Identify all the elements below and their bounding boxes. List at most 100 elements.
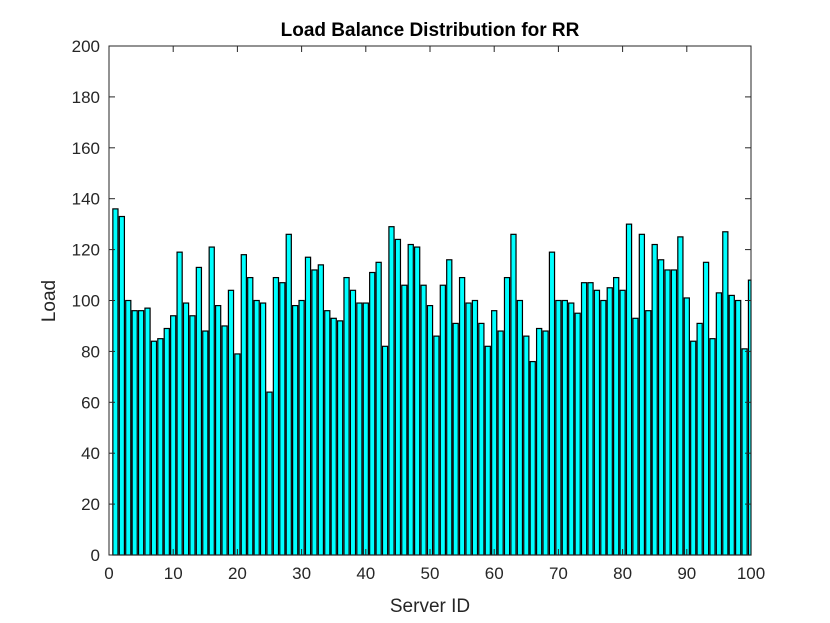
bar-server-95	[715, 292, 723, 556]
bar-server-78	[606, 287, 613, 556]
bar-server-11	[176, 251, 183, 556]
bar-server-16	[208, 246, 215, 556]
bar-server-87	[664, 269, 671, 556]
bar-server-67	[535, 327, 543, 556]
bar-server-84	[645, 310, 652, 556]
bar-server-77	[600, 299, 607, 556]
x-tick-label: 40	[356, 564, 375, 583]
bar-server-24	[259, 302, 267, 556]
bar-server-65	[523, 335, 530, 556]
bar-server-47	[407, 243, 414, 556]
bar-server-79	[613, 276, 620, 556]
bar-server-92	[696, 322, 703, 556]
bar-server-26	[272, 276, 280, 556]
y-tick-label: 40	[81, 444, 100, 463]
bar-server-30	[298, 299, 305, 556]
bar-server-56	[465, 302, 472, 556]
bar-server-1	[112, 208, 119, 556]
bar-server-22	[247, 276, 254, 556]
bar-server-80	[619, 289, 626, 556]
bar-server-91	[690, 340, 697, 556]
bar-server-86	[657, 259, 665, 556]
y-tick-label: 60	[81, 393, 100, 412]
bar-server-46	[401, 284, 408, 556]
bar-server-3	[125, 299, 132, 556]
bar-server-38	[349, 289, 357, 556]
bar-server-48	[413, 246, 421, 556]
bar-server-74	[580, 282, 588, 556]
bar-server-27	[279, 282, 286, 556]
bar-server-36	[336, 320, 344, 556]
bar-server-14	[195, 266, 203, 556]
bar-server-72	[568, 302, 575, 556]
x-tick-label: 30	[292, 564, 311, 583]
y-axis-title: Load	[39, 280, 60, 322]
bar-server-10	[170, 315, 177, 556]
x-tick-label: 10	[164, 564, 183, 583]
bar-server-64	[516, 299, 524, 556]
bar-server-63	[510, 233, 517, 556]
bar-server-71	[561, 299, 568, 556]
bar-server-42	[375, 261, 382, 556]
bar-server-4	[131, 310, 138, 556]
bar-server-88	[670, 269, 678, 556]
bar-server-12	[182, 302, 190, 556]
y-tick-label: 80	[81, 342, 100, 361]
bar-server-5	[137, 310, 145, 556]
bar-server-15	[202, 330, 209, 556]
bar-server-45	[394, 238, 402, 556]
bar-server-75	[587, 282, 594, 556]
bar-server-19	[227, 289, 235, 556]
bar-server-40	[362, 302, 369, 556]
bar-server-98	[734, 299, 742, 556]
bar-server-7	[150, 340, 158, 556]
bar-server-96	[722, 231, 729, 556]
bar-server-53	[446, 259, 453, 556]
bar-server-39	[356, 302, 363, 556]
x-tick-label: 0	[104, 564, 113, 583]
bar-server-60	[491, 310, 498, 556]
y-tick-label: 140	[72, 190, 100, 209]
bar-server-70	[555, 299, 562, 556]
y-tick-label: 200	[72, 37, 100, 56]
y-tick-label: 160	[72, 139, 100, 158]
bar-server-17	[214, 304, 222, 556]
y-tick-label: 100	[72, 292, 100, 311]
y-tick-label: 20	[81, 495, 100, 514]
bar-server-31	[304, 256, 312, 556]
bar-server-18	[221, 325, 228, 556]
bar-server-23	[253, 299, 260, 556]
bar-server-54	[452, 322, 459, 556]
bar-server-57	[471, 299, 479, 556]
bar-server-68	[542, 330, 549, 556]
bar-server-66	[529, 360, 536, 556]
bar-server-58	[478, 322, 485, 556]
bar-server-25	[266, 391, 273, 556]
x-axis-title: Server ID	[390, 596, 470, 617]
axis-ticks: 0 10 20 30 40 50 60 70 80 90 100 0 20 40 60 80 100 120 140…	[72, 37, 766, 583]
x-tick-label: 80	[613, 564, 632, 583]
bar-server-33	[317, 264, 325, 556]
bar-server-69	[548, 251, 556, 556]
bar-server-8	[157, 338, 164, 556]
bar-server-29	[292, 304, 299, 556]
bar-server-34	[324, 310, 331, 556]
x-tick-label: 70	[549, 564, 568, 583]
bar-server-44	[388, 226, 395, 556]
chart-title: Load Balance Distribution for RR	[281, 20, 580, 41]
bar-server-41	[369, 271, 376, 556]
x-tick-label: 90	[677, 564, 696, 583]
y-tick-label: 180	[72, 88, 100, 107]
bar-server-83	[638, 233, 646, 556]
bar-server-35	[330, 317, 337, 556]
bar-server-50	[426, 304, 434, 556]
bar-server-6	[144, 307, 151, 556]
bar-server-55	[458, 276, 466, 556]
y-tick-label: 120	[72, 241, 100, 260]
bar-server-99	[741, 348, 748, 556]
bar-server-94	[709, 338, 716, 556]
bar-server-2	[118, 215, 126, 556]
bar-server-59	[484, 345, 491, 556]
bar-server-81	[625, 223, 633, 556]
